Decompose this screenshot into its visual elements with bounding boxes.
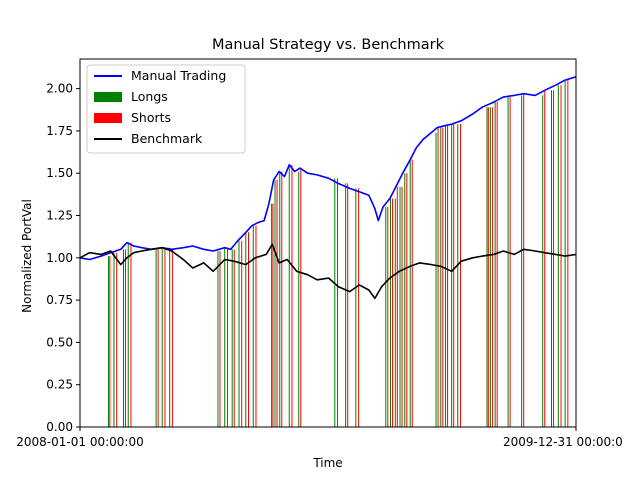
legend-longs-label: Longs — [131, 89, 168, 104]
y-axis-label: Normalized PortVal — [20, 199, 34, 313]
legend: Manual Trading Longs Shorts Benchmark — [86, 64, 246, 154]
y-tick-label: 0.50 — [46, 335, 73, 349]
y-tick-label: 1.75 — [46, 124, 73, 138]
y-tick-label: 0.00 — [46, 420, 73, 434]
legend-box — [86, 64, 246, 154]
legend-shorts-swatch — [94, 113, 122, 123]
plot-area — [79, 76, 577, 427]
axes: 0.00 0.25 0.50 0.75 1.00 1.25 1.50 1.75 2.00 2008… — [16, 58, 623, 449]
x-tick-label: 2009-12-31 00:00:0 — [503, 435, 623, 449]
legend-benchmark-label: Benchmark — [131, 131, 203, 146]
y-tick-label: 2.00 — [46, 82, 73, 96]
y-tick-label: 1.00 — [46, 251, 73, 265]
y-tick-label: 0.25 — [46, 378, 73, 392]
legend-longs-swatch — [94, 92, 122, 102]
legend-shorts-label: Shorts — [131, 110, 171, 125]
axes-frame — [79, 58, 577, 428]
legend-manual-trading-label: Manual Trading — [131, 68, 226, 83]
chart-title: Manual Strategy vs. Benchmark — [212, 37, 445, 53]
y-tick-label: 0.75 — [46, 293, 73, 307]
y-tick-label: 1.25 — [46, 209, 73, 223]
benchmark-line — [79, 243, 577, 300]
x-axis-label: Time — [312, 456, 342, 470]
x-tick-label: 2008-01-01 00:00:00 — [16, 435, 143, 449]
y-tick-label: 1.50 — [46, 166, 73, 180]
manual-trading-line — [79, 76, 577, 261]
